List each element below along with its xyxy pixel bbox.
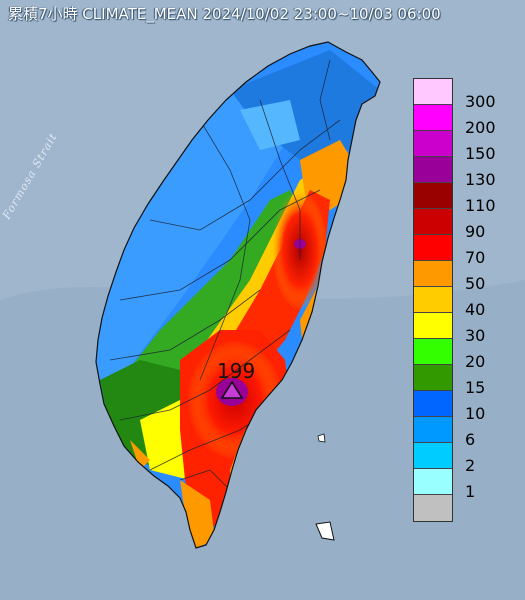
legend-label: 130 (465, 170, 496, 189)
legend-swatch (414, 209, 452, 235)
legend-swatch (414, 365, 452, 391)
max-rainfall-marker (220, 380, 244, 399)
legend-label: 70 (465, 248, 486, 267)
legend-label: 300 (465, 92, 496, 111)
legend-swatch (414, 313, 452, 339)
legend-label: 30 (465, 326, 486, 345)
green-island (317, 433, 326, 443)
legend-swatch (414, 443, 452, 469)
legend-label: 15 (465, 378, 486, 397)
legend-swatch (414, 495, 452, 521)
legend-label: 50 (465, 274, 486, 293)
orchid-island (315, 521, 335, 541)
legend-swatch (414, 105, 452, 131)
map-title: 累積7小時 CLIMATE_MEAN 2024/10/02 23:00~10/0… (8, 5, 441, 23)
county-borders (109, 59, 341, 491)
legend-swatch (414, 235, 452, 261)
legend-swatch (414, 79, 452, 105)
color-legend (413, 78, 453, 522)
legend-swatch (414, 157, 452, 183)
legend-label: 90 (465, 222, 486, 241)
legend-label: 20 (465, 352, 486, 371)
legend-label: 200 (465, 118, 496, 137)
legend-label: 110 (465, 196, 496, 215)
legend-swatch (414, 391, 452, 417)
legend-label: 2 (465, 456, 476, 475)
legend-swatch (414, 417, 452, 443)
legend-swatch (414, 261, 452, 287)
legend-label: 1 (465, 482, 476, 501)
legend-label: 6 (465, 430, 476, 449)
legend-swatch (414, 339, 452, 365)
legend-swatch (414, 131, 452, 157)
legend-swatch (414, 183, 452, 209)
legend-swatch (414, 469, 452, 495)
max-rainfall-value: 199 (217, 359, 256, 383)
legend-label: 10 (465, 404, 486, 423)
legend-label: 150 (465, 144, 496, 163)
legend-swatch (414, 287, 452, 313)
legend-label: 40 (465, 300, 486, 319)
